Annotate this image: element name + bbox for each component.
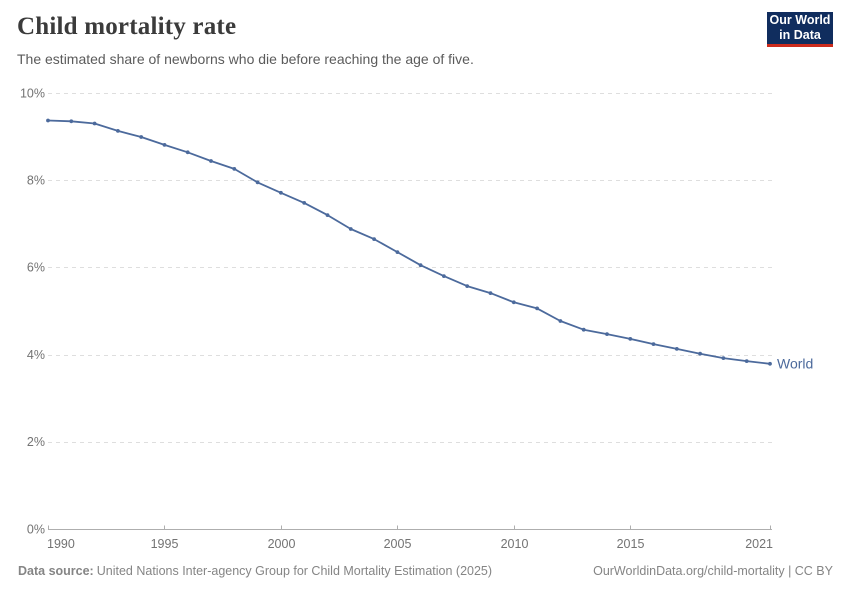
data-point[interactable] — [698, 351, 702, 356]
data-point[interactable] — [628, 337, 633, 341]
data-point[interactable] — [511, 300, 516, 305]
data-point[interactable] — [255, 180, 260, 185]
data-point[interactable] — [535, 306, 539, 311]
x-axis-tick-label: 1995 — [151, 537, 179, 551]
data-point[interactable] — [185, 150, 190, 155]
data-point[interactable] — [302, 201, 307, 205]
data-point[interactable] — [348, 227, 353, 231]
y-axis-tick-label: 10% — [20, 86, 45, 100]
footer-citation-link[interactable]: OurWorldinData.org/child-mortality | CC … — [593, 564, 833, 578]
x-axis-tick-label: 2010 — [501, 537, 529, 551]
chart-subtitle: The estimated share of newborns who die … — [17, 51, 474, 67]
data-point[interactable] — [721, 356, 726, 360]
x-axis-tick-label: 2015 — [617, 537, 645, 551]
data-point[interactable] — [488, 291, 493, 295]
data-point[interactable] — [139, 135, 144, 139]
y-axis-tick-label: 4% — [27, 348, 45, 362]
data-point[interactable] — [674, 347, 679, 351]
data-point[interactable] — [395, 250, 400, 255]
data-point[interactable] — [605, 332, 609, 336]
data-point[interactable] — [372, 237, 376, 242]
y-axis-tick-label: 2% — [27, 435, 45, 449]
data-point[interactable] — [116, 129, 120, 133]
data-point[interactable] — [279, 190, 283, 195]
x-axis-tick-label: 1990 — [47, 537, 75, 551]
data-point[interactable] — [162, 143, 167, 147]
data-point[interactable] — [651, 342, 656, 346]
data-point[interactable] — [232, 167, 237, 171]
data-point[interactable] — [744, 359, 749, 363]
data-point[interactable] — [418, 263, 423, 268]
data-point[interactable] — [465, 284, 470, 288]
series-line-world[interactable] — [47, 119, 771, 365]
y-axis-tick-label: 6% — [27, 261, 45, 275]
data-source-label: Data source: — [18, 564, 94, 578]
data-point[interactable] — [558, 319, 563, 323]
y-axis-tick-label: 8% — [27, 174, 45, 188]
footer-source: Data source: United Nations Inter-agency … — [18, 564, 492, 578]
y-axis-tick-label: 0% — [27, 522, 45, 536]
page-title: Child mortality rate — [17, 13, 237, 40]
data-point[interactable] — [69, 119, 74, 124]
data-point[interactable] — [209, 159, 213, 163]
data-point[interactable] — [581, 327, 586, 332]
owid-logo[interactable]: Our World in Data — [767, 12, 833, 47]
data-point[interactable] — [46, 118, 50, 123]
owid-logo-line1: Our World — [769, 13, 831, 27]
data-point[interactable] — [442, 274, 446, 278]
x-axis-tick-label: 2021 — [745, 537, 773, 551]
data-point[interactable] — [92, 121, 97, 126]
data-source-text: United Nations Inter-agency Group for Ch… — [96, 564, 493, 578]
data-point[interactable] — [325, 213, 330, 218]
x-axis-tick-label: 2000 — [268, 537, 296, 551]
owid-logo-line2: in Data — [779, 28, 821, 42]
x-axis-tick-label: 2005 — [384, 537, 412, 551]
series-end-label[interactable]: World — [777, 355, 813, 371]
data-point[interactable] — [768, 361, 772, 366]
